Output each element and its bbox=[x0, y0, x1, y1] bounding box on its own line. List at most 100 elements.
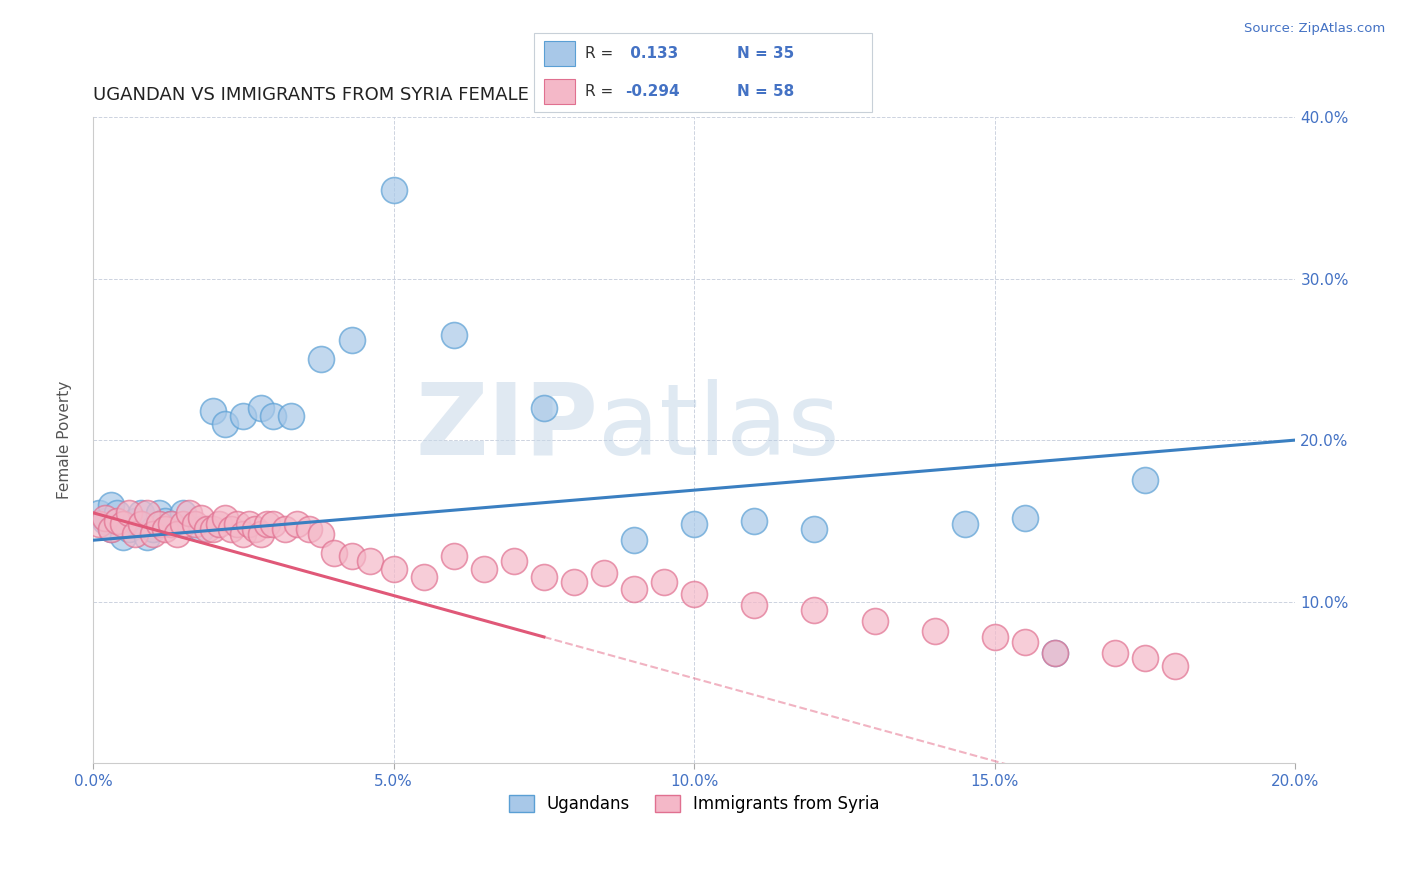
Point bbox=[1133, 474, 1156, 488]
Point bbox=[298, 522, 321, 536]
Point bbox=[195, 522, 218, 536]
Point bbox=[250, 526, 273, 541]
Point bbox=[1043, 646, 1066, 660]
Text: -0.294: -0.294 bbox=[626, 84, 681, 99]
Point bbox=[202, 522, 225, 536]
Point bbox=[124, 526, 146, 541]
Point bbox=[533, 570, 555, 584]
Point bbox=[1014, 510, 1036, 524]
Point bbox=[311, 352, 333, 367]
Point bbox=[160, 517, 183, 532]
Point bbox=[412, 570, 434, 584]
Point bbox=[322, 546, 344, 560]
Point bbox=[202, 404, 225, 418]
Point bbox=[118, 522, 141, 536]
Point bbox=[112, 530, 135, 544]
Point bbox=[953, 517, 976, 532]
Point bbox=[172, 517, 194, 532]
Point bbox=[148, 506, 170, 520]
Point bbox=[256, 517, 278, 532]
Point bbox=[744, 598, 766, 612]
Text: UGANDAN VS IMMIGRANTS FROM SYRIA FEMALE POVERTY CORRELATION CHART: UGANDAN VS IMMIGRANTS FROM SYRIA FEMALE … bbox=[93, 87, 817, 104]
Point bbox=[100, 522, 122, 536]
Point bbox=[443, 328, 465, 343]
Point bbox=[984, 630, 1007, 644]
Point bbox=[100, 522, 122, 536]
Point bbox=[340, 549, 363, 564]
Point bbox=[803, 522, 825, 536]
Point bbox=[1164, 659, 1187, 673]
Point bbox=[443, 549, 465, 564]
Point bbox=[221, 522, 243, 536]
Point bbox=[184, 517, 207, 532]
Point bbox=[118, 506, 141, 520]
Point bbox=[94, 510, 117, 524]
Point bbox=[340, 333, 363, 347]
Point bbox=[1133, 651, 1156, 665]
Point bbox=[208, 517, 231, 532]
Text: N = 58: N = 58 bbox=[737, 84, 794, 99]
Point bbox=[533, 401, 555, 415]
Point bbox=[142, 522, 165, 536]
Point bbox=[593, 566, 616, 580]
Legend: Ugandans, Immigrants from Syria: Ugandans, Immigrants from Syria bbox=[502, 788, 887, 820]
Point bbox=[129, 517, 152, 532]
Point bbox=[153, 522, 176, 536]
Y-axis label: Female Poverty: Female Poverty bbox=[58, 381, 72, 500]
Point bbox=[262, 517, 284, 532]
Point bbox=[472, 562, 495, 576]
Point bbox=[160, 517, 183, 532]
Point bbox=[153, 514, 176, 528]
Point bbox=[744, 514, 766, 528]
Point bbox=[105, 506, 128, 520]
Point bbox=[250, 401, 273, 415]
Text: Source: ZipAtlas.com: Source: ZipAtlas.com bbox=[1244, 22, 1385, 36]
Point bbox=[100, 498, 122, 512]
Point bbox=[1043, 646, 1066, 660]
Point bbox=[232, 409, 254, 423]
Text: N = 35: N = 35 bbox=[737, 45, 794, 61]
Point bbox=[382, 183, 405, 197]
Point bbox=[623, 533, 645, 548]
Point bbox=[214, 417, 236, 431]
Point bbox=[232, 526, 254, 541]
Point bbox=[148, 517, 170, 532]
Point bbox=[190, 522, 212, 536]
Point bbox=[142, 526, 165, 541]
Point bbox=[274, 522, 297, 536]
Text: R =: R = bbox=[585, 45, 613, 61]
Point bbox=[359, 554, 381, 568]
Point bbox=[105, 514, 128, 528]
Point bbox=[190, 510, 212, 524]
Point bbox=[382, 562, 405, 576]
Point bbox=[924, 624, 946, 638]
Point bbox=[87, 517, 110, 532]
Point bbox=[238, 517, 260, 532]
Point bbox=[683, 517, 706, 532]
Text: 0.133: 0.133 bbox=[626, 45, 679, 61]
Point bbox=[562, 575, 585, 590]
Point bbox=[863, 614, 886, 628]
Point bbox=[287, 517, 309, 532]
Point bbox=[245, 522, 267, 536]
Point bbox=[1014, 635, 1036, 649]
Point bbox=[502, 554, 524, 568]
Point bbox=[136, 530, 159, 544]
Point bbox=[623, 582, 645, 596]
Point bbox=[1104, 646, 1126, 660]
Point bbox=[112, 517, 135, 532]
Point bbox=[280, 409, 302, 423]
FancyBboxPatch shape bbox=[534, 33, 872, 112]
Point bbox=[172, 506, 194, 520]
Point bbox=[136, 506, 159, 520]
Point bbox=[262, 409, 284, 423]
Text: atlas: atlas bbox=[598, 379, 839, 475]
Text: R =: R = bbox=[585, 84, 613, 99]
Text: ZIP: ZIP bbox=[415, 379, 598, 475]
Point bbox=[124, 514, 146, 528]
Point bbox=[179, 506, 201, 520]
Point bbox=[226, 517, 249, 532]
Point bbox=[803, 602, 825, 616]
Point bbox=[87, 506, 110, 520]
Point bbox=[214, 510, 236, 524]
